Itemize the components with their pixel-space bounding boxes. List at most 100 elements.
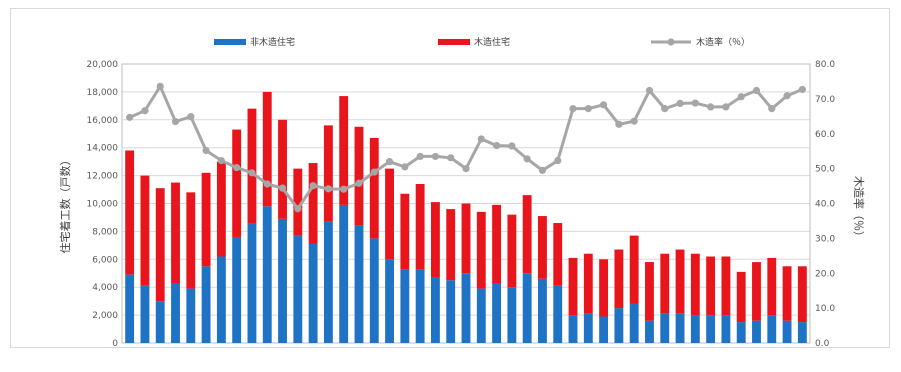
y-tick-label: 10,000	[87, 200, 119, 210]
right-axis-ticks: 80.0 70.0 60.0 50.0 40.0 30.0 20.0 10.0 0.0	[815, 60, 835, 349]
bar-wooden	[293, 168, 303, 236]
wood-ratio-point	[661, 105, 669, 113]
wood-ratio-point	[370, 168, 378, 176]
wood-ratio-point	[584, 105, 592, 113]
bar-non-wooden	[583, 313, 593, 343]
bar-wooden	[339, 96, 349, 205]
bar-non-wooden	[171, 283, 180, 343]
bar-non-wooden	[538, 278, 547, 343]
bar-wooden	[140, 175, 150, 286]
wood-ratio-point	[783, 92, 791, 100]
bar-wooden	[262, 91, 272, 207]
wood-ratio-point	[768, 105, 776, 113]
bar-non-wooden	[645, 320, 654, 343]
wood-ratio-point	[126, 113, 134, 121]
bar-non-wooden	[706, 315, 716, 343]
wood-ratio-point	[722, 103, 730, 111]
bar-wooden	[171, 182, 180, 284]
wood-ratio-point	[707, 103, 715, 111]
wood-ratio-point	[615, 120, 623, 128]
bar-wooden	[767, 257, 777, 316]
bar-wooden	[629, 235, 639, 304]
bar-wooden	[660, 253, 670, 314]
bar-wooden	[476, 211, 486, 289]
bar-wooden	[385, 168, 394, 260]
bar-non-wooden	[721, 315, 731, 343]
bar-non-wooden	[216, 256, 226, 343]
wood-ratio-point	[676, 99, 684, 108]
y2-tick-label: 40.0	[815, 200, 835, 210]
bar-wooden	[247, 108, 257, 224]
legend-swatch-bar	[214, 39, 246, 45]
bar-non-wooden	[476, 288, 486, 343]
y2-tick-label: 10.0	[815, 304, 835, 314]
wood-ratio-point	[508, 142, 516, 150]
wood-ratio-point	[171, 117, 180, 126]
bar-non-wooden	[323, 221, 333, 343]
line-series-group	[126, 82, 806, 213]
wood-ratio-point	[248, 169, 256, 177]
bar-wooden	[752, 262, 761, 321]
bar-non-wooden	[308, 243, 318, 343]
bar-wooden	[186, 192, 196, 289]
bar-non-wooden	[247, 223, 257, 343]
bar-wooden	[125, 150, 135, 275]
bar-wooden	[430, 202, 440, 278]
wood-ratio-point	[263, 180, 271, 188]
y-tick-label: 18,000	[87, 88, 119, 98]
wood-ratio-point	[416, 152, 424, 161]
bar-non-wooden	[507, 287, 517, 343]
wood-ratio-point	[355, 179, 363, 187]
bar-non-wooden	[339, 204, 349, 343]
bar-wooden	[614, 249, 624, 309]
bar-non-wooden	[492, 283, 502, 343]
wood-ratio-point	[217, 157, 225, 165]
bar-wooden	[522, 195, 532, 274]
wood-ratio-point	[752, 86, 761, 95]
bar-wooden	[232, 129, 242, 237]
wood-ratio-point	[324, 185, 332, 193]
wood-ratio-point	[630, 117, 638, 125]
y-tick-label: 8,000	[92, 227, 118, 237]
wood-ratio-point	[523, 155, 531, 163]
wood-ratio-point	[294, 205, 302, 213]
bar-wooden	[446, 209, 456, 281]
bar-non-wooden	[752, 320, 761, 343]
wood-ratio-point	[202, 146, 210, 155]
y-tick-label: 0	[112, 339, 118, 349]
bar-wooden	[797, 266, 807, 323]
wood-ratio-point	[737, 93, 745, 101]
bar-wooden	[538, 216, 547, 279]
y-axis-title: 住宅着工数（戸数）	[58, 155, 72, 254]
wood-ratio-point	[233, 163, 241, 172]
bar-non-wooden	[782, 320, 792, 343]
legend-label: 非木造住宅	[250, 36, 295, 48]
bar-wooden	[782, 266, 792, 321]
bar-wooden	[369, 137, 379, 239]
legend-label: 木造住宅	[474, 36, 510, 48]
y2-tick-label: 70.0	[815, 95, 835, 105]
bar-wooden	[155, 188, 165, 302]
wood-ratio-point	[798, 85, 806, 94]
wood-ratio-point	[401, 163, 409, 171]
bar-wooden	[507, 214, 517, 288]
y-tick-label: 16,000	[87, 116, 119, 126]
bar-wooden	[323, 125, 333, 222]
y-tick-label: 12,000	[87, 172, 119, 182]
wood-ratio-point	[278, 184, 287, 192]
bar-non-wooden	[675, 313, 685, 343]
bar-wooden	[415, 183, 425, 270]
y2-tick-label: 30.0	[815, 234, 835, 244]
y-tick-label: 20,000	[87, 60, 119, 70]
bar-wooden	[736, 271, 746, 323]
bar-wooden	[690, 253, 700, 316]
bar-wooden	[400, 193, 410, 270]
bar-non-wooden	[140, 285, 150, 343]
bar-wooden	[354, 126, 364, 226]
bar-non-wooden	[155, 301, 165, 343]
bar-wooden	[583, 253, 593, 314]
bar-non-wooden	[461, 273, 471, 343]
legend-label: 木造率（％）	[696, 36, 750, 48]
bar-non-wooden	[690, 315, 700, 343]
bar-wooden	[553, 223, 563, 286]
